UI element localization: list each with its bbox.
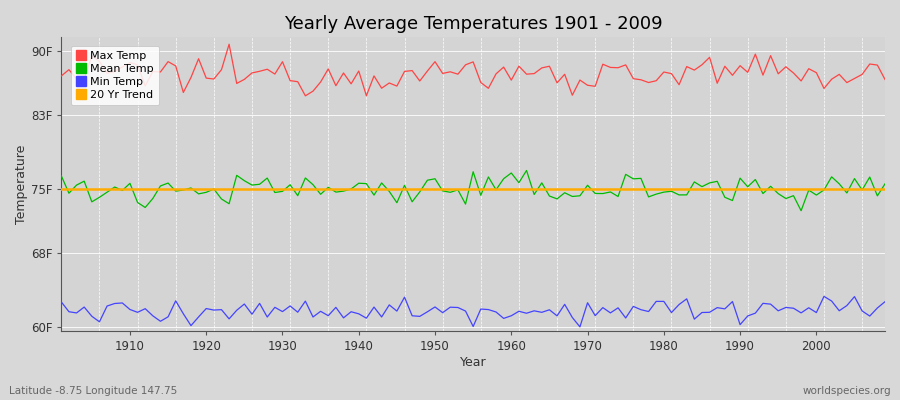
Text: Latitude -8.75 Longitude 147.75: Latitude -8.75 Longitude 147.75	[9, 386, 177, 396]
Title: Yearly Average Temperatures 1901 - 2009: Yearly Average Temperatures 1901 - 2009	[284, 15, 662, 33]
Legend: Max Temp, Mean Temp, Min Temp, 20 Yr Trend: Max Temp, Mean Temp, Min Temp, 20 Yr Tre…	[71, 46, 159, 105]
X-axis label: Year: Year	[460, 356, 487, 369]
Text: worldspecies.org: worldspecies.org	[803, 386, 891, 396]
Y-axis label: Temperature: Temperature	[15, 144, 28, 224]
